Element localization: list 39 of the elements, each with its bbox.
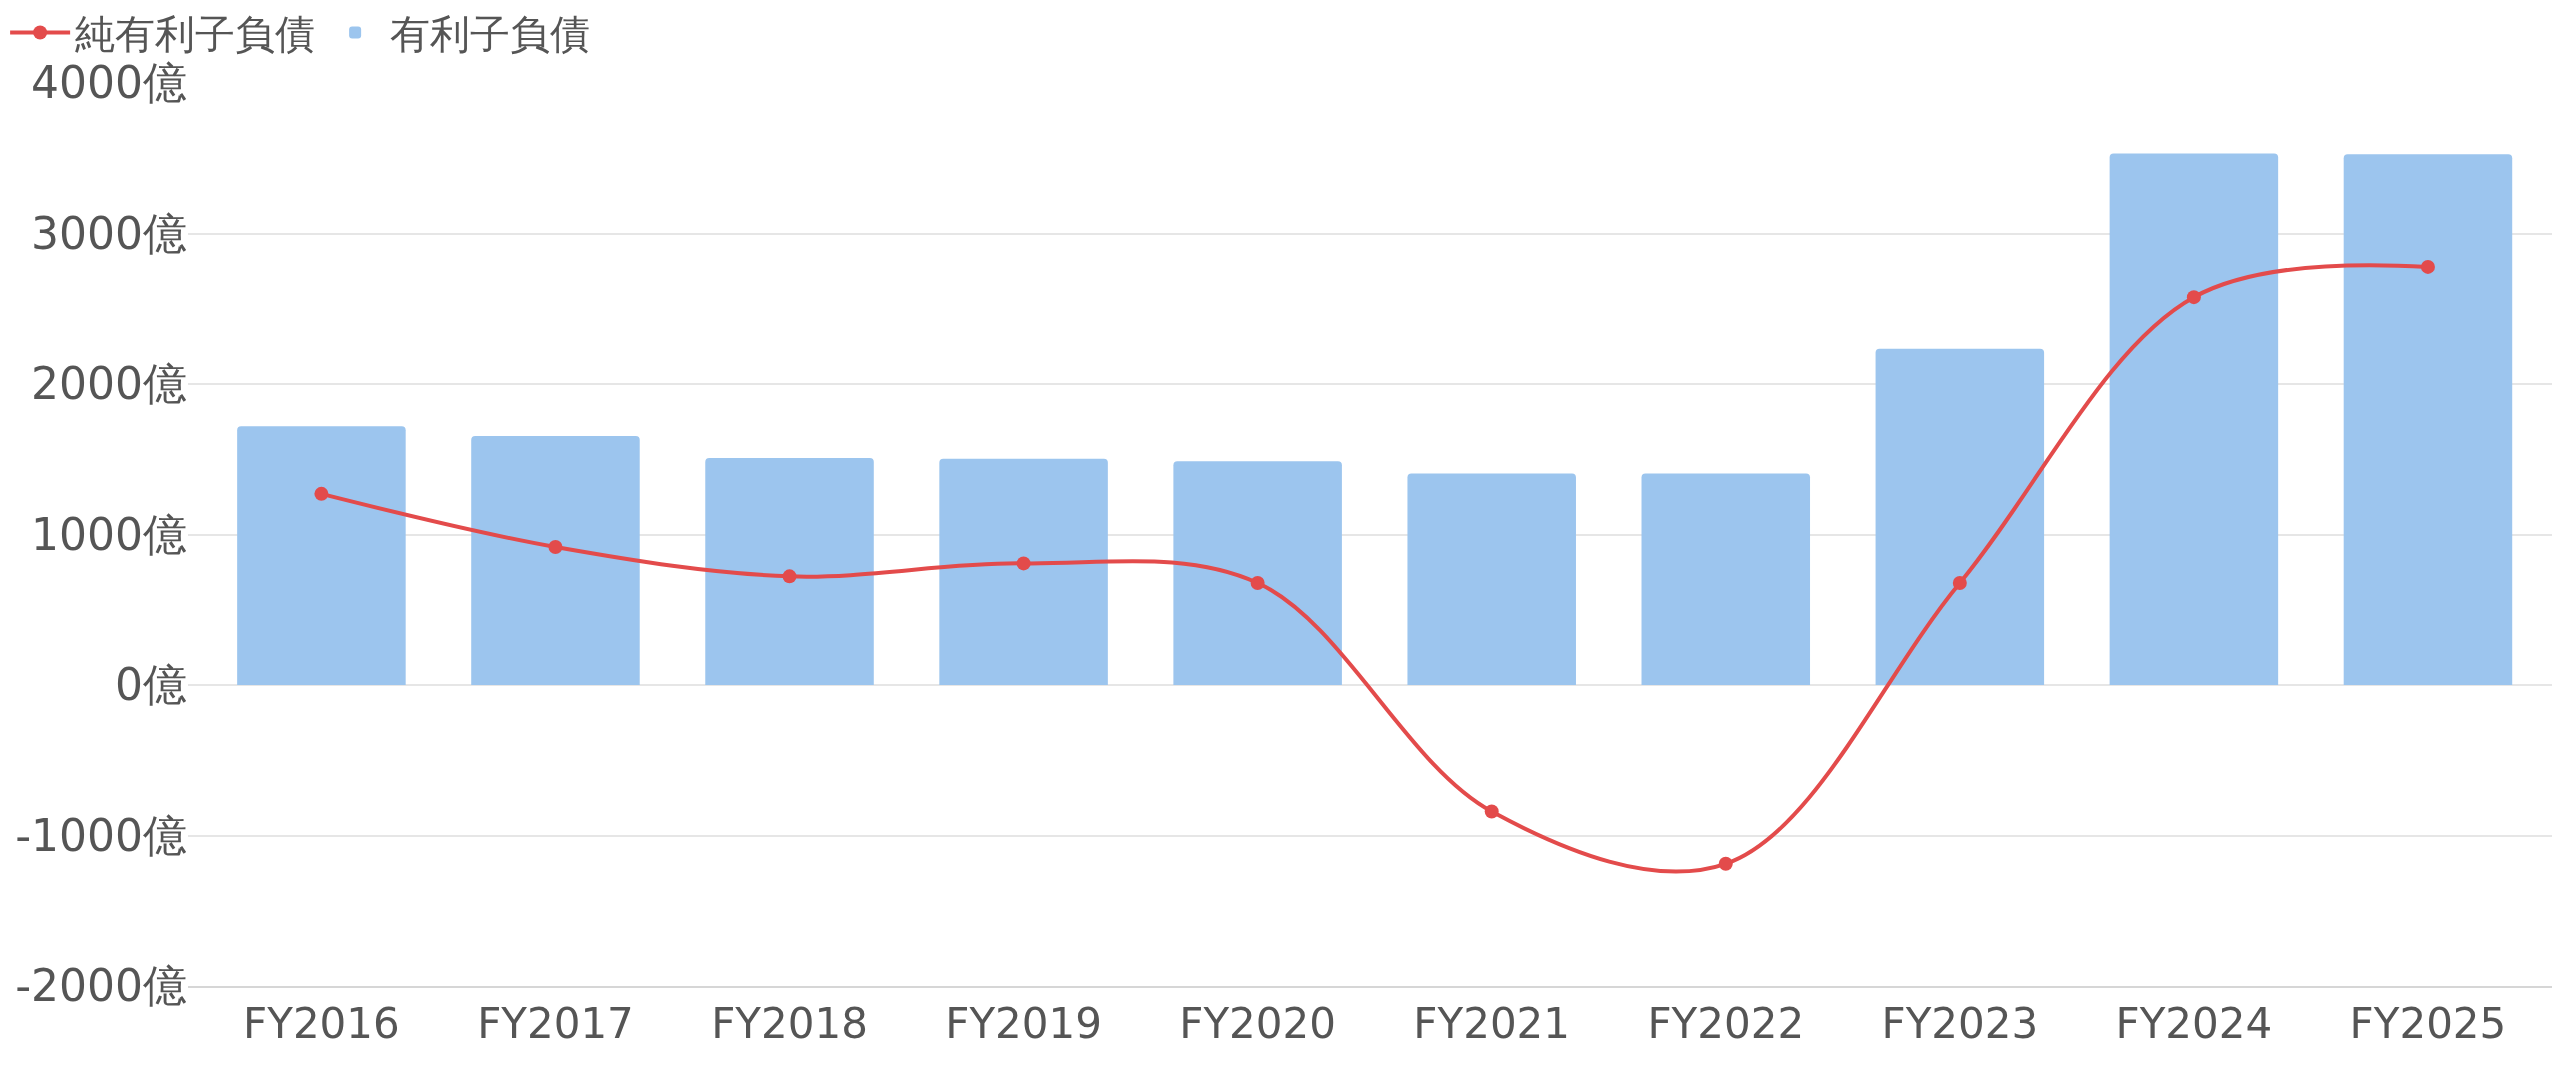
x-tick-label: FY2019 [945, 999, 1102, 1049]
bar [1173, 461, 1342, 685]
point [1718, 856, 1733, 871]
x-tick-label: FY2018 [711, 999, 868, 1049]
y-tick-label: 1000億 [31, 508, 187, 560]
x-tick-label: FY2024 [2115, 999, 2273, 1049]
x-tick-label: FY2022 [1647, 999, 1805, 1049]
point [2420, 259, 2435, 274]
y-tick-label: 0億 [115, 659, 187, 711]
x-tick-label: FY2017 [477, 999, 634, 1049]
bar [471, 435, 640, 685]
point [1250, 575, 1265, 590]
y-tick-label: 2000億 [31, 358, 187, 410]
bar [237, 426, 406, 685]
y-tick-label: 3000億 [31, 207, 187, 259]
x-tick-label: FY2016 [243, 999, 400, 1049]
x-tick-label: FY2023 [1881, 999, 2039, 1049]
point [1016, 556, 1031, 571]
y-tick-label: 4000億 [31, 57, 187, 109]
bar [939, 458, 1108, 685]
point [1484, 804, 1499, 819]
bar [1875, 348, 2045, 685]
point [782, 569, 797, 584]
x-tick-label: FY2025 [2349, 999, 2507, 1049]
bar [2343, 154, 2513, 685]
bar [1407, 473, 1576, 685]
point [2186, 290, 2201, 305]
legend-label: 有利子負債 [390, 11, 591, 58]
point [548, 539, 563, 554]
x-tick-label: FY2020 [1179, 999, 1336, 1049]
bar [2109, 153, 2279, 685]
point [314, 486, 329, 501]
legend-label: 純有利子負債 [75, 11, 316, 58]
y-tick-label: -2000億 [15, 960, 187, 1012]
point [1952, 575, 1967, 590]
x-tick-label: FY2021 [1413, 999, 1571, 1049]
y-tick-label: -1000億 [15, 809, 187, 861]
bar [705, 458, 874, 685]
bar [1641, 473, 1811, 685]
